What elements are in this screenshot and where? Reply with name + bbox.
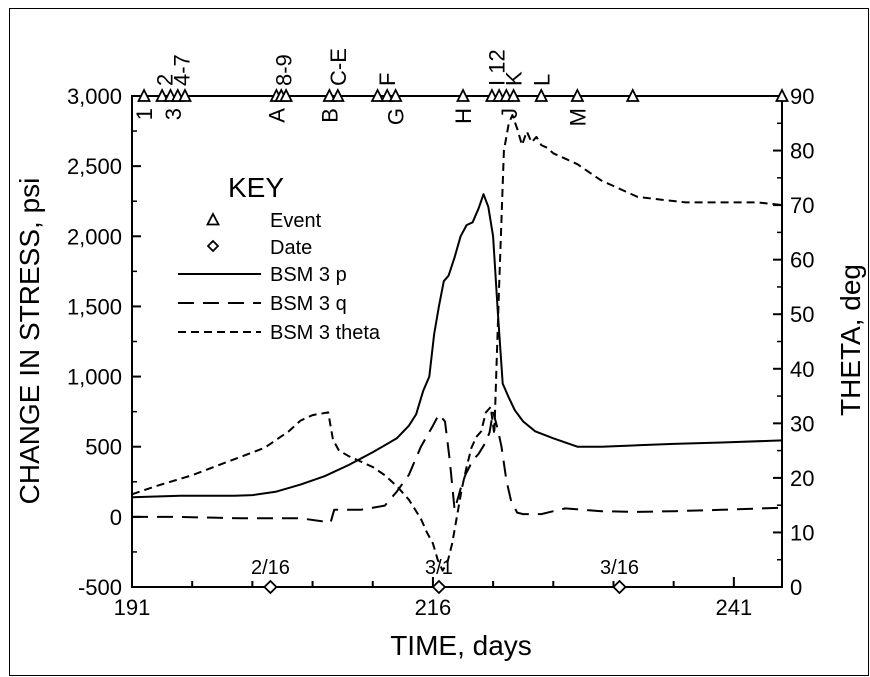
event-triangle-icon: [775, 87, 789, 102]
y2-tick-label: 50: [790, 302, 814, 327]
event-label: I 12: [485, 49, 510, 86]
event-triangle-icon: [506, 87, 521, 102]
x-axis-title: TIME, days: [390, 630, 532, 661]
event-label: 3: [161, 108, 186, 120]
event-label: 2: [153, 74, 178, 86]
event-label: K: [502, 71, 527, 86]
legend-label-event: Event: [270, 210, 322, 232]
event-label: L: [529, 74, 554, 86]
legend-date-diamond-icon: [206, 239, 220, 253]
events-layer: 1 2 3 4-7 A 8-9 B C-E F G H I 12 J K L M: [132, 48, 789, 126]
date-label: 3/1: [425, 557, 453, 579]
y2-tick-label: 90: [790, 84, 814, 109]
y2-tick-label: 80: [790, 139, 814, 164]
event-triangle-icon: [155, 87, 170, 102]
event-label: F: [375, 73, 400, 86]
date-diamond-icon: [263, 579, 278, 595]
event-label: J: [497, 108, 522, 119]
event-label: 1: [132, 108, 157, 120]
y2-tick-label: 30: [790, 411, 814, 436]
event-label: C-E: [326, 48, 351, 86]
legend-label-date: Date: [270, 237, 312, 259]
event-triangle-icon: [279, 87, 294, 102]
event-triangle-icon: [388, 87, 403, 102]
event-triangle-icon: [137, 87, 151, 102]
event-triangle-icon: [456, 87, 470, 102]
legend-event-triangle-icon: [206, 212, 220, 226]
dates-layer: 2/16 3/1 3/16: [251, 557, 639, 595]
y2-axis-title: THETA, deg: [835, 264, 866, 416]
legend-label-q: BSM 3 q: [270, 293, 347, 315]
legend-title: KEY: [228, 172, 284, 203]
y2-tick-label: 10: [790, 520, 814, 545]
y-axis-title: CHANGE IN STRESS, psi: [14, 178, 45, 505]
legend: KEY Event Date BSM 3 p BSM 3 q BSM 3 the…: [178, 172, 381, 344]
event-triangle-icon: [330, 87, 345, 102]
event-label: B: [317, 108, 342, 123]
event-label: M: [565, 108, 590, 126]
event-triangle-icon: [625, 87, 640, 102]
date-label: 2/16: [251, 557, 290, 579]
event-triangle-icon: [534, 87, 549, 102]
x-tick-label: 191: [114, 595, 151, 620]
x-tick-label: 216: [415, 595, 452, 620]
y-tick-label: 2,000: [67, 224, 122, 249]
event-label: 8-9: [272, 54, 297, 86]
y-tick-label: -500: [78, 575, 122, 600]
event-triangle-icon: [570, 87, 585, 102]
y-tick-label: 0: [110, 505, 122, 530]
date-diamond-icon: [612, 579, 627, 595]
series-bsm-3-q: [132, 410, 783, 524]
y2-tick-label: 40: [790, 357, 814, 382]
y2-tick-label: 70: [790, 193, 814, 218]
date-diamond-icon: [431, 579, 447, 595]
plot-area-border: [131, 95, 783, 588]
event-label: A: [264, 108, 289, 123]
event-triangle-icon: [322, 87, 337, 102]
series-bsm-3-p: [131, 193, 783, 499]
y-tick-label: 1,500: [67, 294, 122, 319]
event-label: G: [384, 108, 409, 125]
y-tick-label: 3,000: [67, 84, 122, 109]
y-tick-label: 2,500: [67, 154, 122, 179]
x-tick-label: 241: [715, 595, 752, 620]
figure-frame: [9, 8, 869, 676]
y-tick-label: 500: [85, 435, 122, 460]
y2-tick-label: 0: [790, 575, 802, 600]
series-layer: [131, 114, 783, 572]
legend-label-theta: BSM 3 theta: [270, 322, 381, 344]
event-triangle-icon: [178, 87, 192, 102]
event-triangle-icon: [380, 87, 395, 102]
event-triangle-icon: [370, 87, 385, 102]
axes-layer: -500 0 500 1,000 1,500 2,000 2,500 3,000 0 10 20 30…: [67, 84, 815, 620]
legend-label-p: BSM 3 p: [270, 264, 347, 286]
event-label: H: [451, 108, 476, 124]
y-tick-label: 1,000: [67, 365, 122, 390]
series-bsm-3-theta: [131, 114, 783, 572]
y2-tick-label: 20: [790, 466, 814, 491]
y2-tick-label: 60: [790, 248, 814, 273]
date-label: 3/16: [600, 557, 639, 579]
event-label: 4-7: [169, 54, 194, 86]
